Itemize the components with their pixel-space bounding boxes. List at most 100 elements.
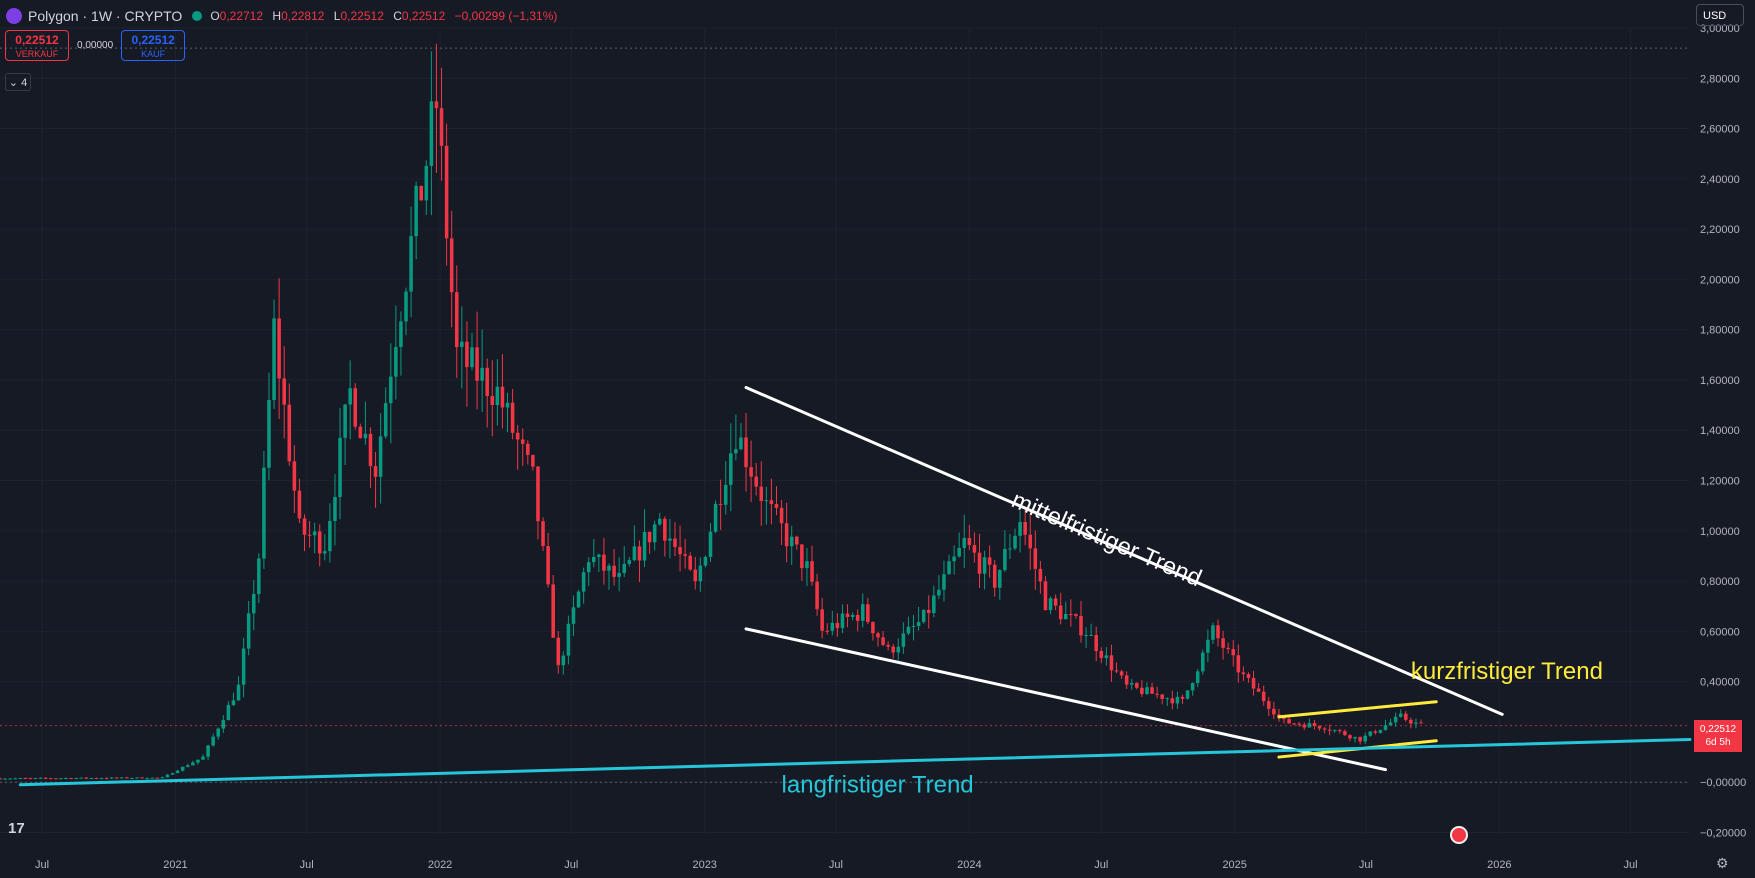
candle-body [1099, 651, 1104, 659]
candle-body [3, 778, 7, 780]
candle-body [622, 563, 627, 573]
candle-body [581, 572, 586, 592]
candle-body [556, 637, 561, 666]
candle-body [962, 537, 967, 548]
candle-body [1013, 535, 1017, 549]
candle-body [749, 467, 753, 477]
candle-body [221, 720, 226, 729]
candle-body [592, 556, 596, 563]
candle-body [1327, 729, 1332, 731]
candle-body [911, 626, 916, 628]
candle-body [89, 777, 94, 779]
candle-body [1069, 614, 1073, 616]
candle-body [1312, 723, 1317, 726]
candle-body [1185, 690, 1190, 699]
candle-body [860, 604, 865, 621]
candle-body [850, 614, 855, 617]
candle-body [673, 538, 677, 548]
candle-body [1135, 683, 1139, 688]
candle-body [333, 497, 337, 522]
time-axis: Jul 2021 Jul 2022 Jul 2023 Jul 2024 Jul 2025 Jul 20… [35, 859, 1638, 871]
candle-body [1211, 625, 1215, 640]
candle-body [170, 773, 175, 775]
time-tick-label: Jul [1624, 859, 1638, 871]
last-price-tag: 0,22512 6d 5h [1694, 720, 1742, 752]
candle-body [175, 770, 180, 774]
price-tick-label: 3,00000 [1700, 23, 1740, 35]
price-tick-label: 2,80000 [1700, 73, 1740, 85]
candle-body [916, 622, 921, 627]
candle-body [1393, 716, 1398, 723]
candle-body [69, 778, 73, 780]
spread-value: 0,00000 [77, 40, 114, 51]
time-tick-label: 2024 [957, 859, 981, 871]
price-tick-label: 0,60000 [1700, 626, 1740, 638]
candle-body [404, 291, 408, 322]
candle-body [607, 565, 611, 571]
candle-body [866, 604, 870, 623]
candle-body [531, 454, 535, 467]
tradingview-logo-icon[interactable]: 17 [8, 820, 25, 837]
candle-body [1338, 730, 1342, 732]
candle-body [932, 595, 936, 614]
candle-body [1419, 722, 1423, 724]
candle-body [0, 778, 2, 780]
candle-body [470, 347, 474, 368]
candle-body [774, 504, 779, 508]
candle-body [297, 490, 302, 519]
candle-body [1236, 655, 1241, 673]
candle-body [1023, 522, 1027, 535]
symbol-title[interactable]: Polygon · 1W · CRYPTO [28, 8, 183, 24]
us-flag-event-icon[interactable] [1450, 826, 1468, 844]
candle-body [739, 437, 743, 450]
candle-body [1221, 638, 1225, 648]
candle-body [145, 778, 149, 780]
candle-body [226, 705, 231, 721]
chart-grid [0, 27, 1690, 835]
settings-gear-icon[interactable]: ⚙ [1716, 855, 1729, 871]
candle-body [383, 403, 388, 437]
candle-body [1292, 723, 1296, 725]
candle-body [627, 560, 632, 564]
candle-body [399, 321, 403, 347]
price-tick-label: 1,40000 [1700, 425, 1740, 437]
candle-body [363, 433, 368, 439]
candle-body [617, 572, 621, 577]
candle-body [906, 626, 911, 634]
candle-body [262, 467, 266, 559]
candle-body [921, 609, 926, 623]
time-tick-label: 2025 [1222, 859, 1246, 871]
currency-select[interactable]: USD [1696, 4, 1744, 26]
candle-body [881, 637, 885, 645]
candle-body [465, 341, 469, 368]
sell-button[interactable]: 0,22512 VERKAUF [5, 30, 69, 61]
candle-body [236, 684, 241, 701]
candle-body [769, 500, 774, 505]
candle-body [520, 439, 525, 444]
candle-body [1226, 647, 1230, 650]
candle-body [38, 777, 43, 779]
candle-body [155, 777, 160, 779]
price-tick-label: 2,00000 [1700, 274, 1740, 286]
candle-body [1363, 735, 1367, 742]
candle-body [1033, 548, 1038, 569]
candle-body [1150, 687, 1154, 694]
candle-body [1079, 615, 1083, 636]
symbol-header: Polygon · 1W · CRYPTO O0,22712 H0,22812 … [6, 6, 563, 26]
buy-button[interactable]: 0,22512 KAUF [121, 30, 186, 61]
candle-body [698, 565, 703, 582]
candle-body [683, 554, 687, 556]
candle-body [571, 607, 576, 624]
candle-body [840, 613, 845, 629]
candle-body [764, 500, 769, 502]
candle-body [937, 589, 941, 596]
candle-body [485, 367, 489, 396]
candle-body [546, 546, 550, 585]
market-status-icon [192, 11, 203, 21]
price-tick-label: 1,60000 [1700, 375, 1740, 387]
candle-body [835, 622, 840, 629]
time-tick-label: 2023 [692, 859, 716, 871]
indicators-toggle[interactable]: ⌄ 4 [5, 73, 31, 91]
candle-body [409, 236, 413, 292]
